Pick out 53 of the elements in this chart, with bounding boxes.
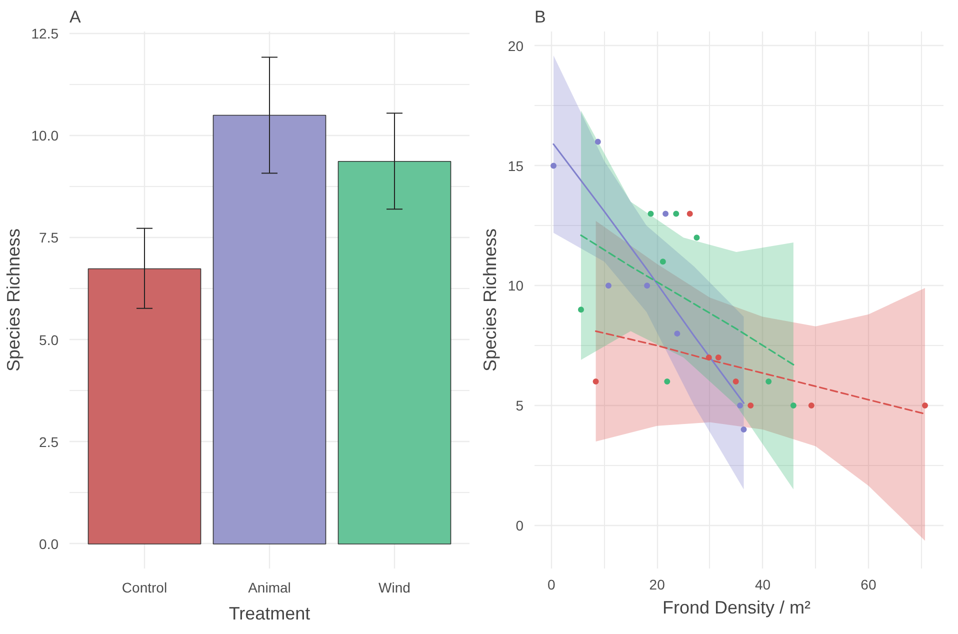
y-tick-label: 0.0 — [39, 536, 59, 552]
bar — [88, 268, 202, 544]
x-axis-title: Frond Density / m² — [662, 598, 811, 618]
point — [578, 306, 584, 313]
point — [748, 402, 754, 408]
y-tick-label: 0 — [516, 517, 524, 534]
y-axis-title: Species Richness — [3, 228, 24, 372]
point — [594, 138, 601, 145]
point — [673, 210, 680, 217]
point — [674, 330, 680, 337]
y-tick-label: 12.5 — [31, 26, 59, 42]
x-tick-label: Animal — [248, 580, 291, 596]
bar — [212, 114, 326, 544]
point — [922, 402, 928, 408]
chart-title: B — [534, 8, 546, 26]
x-tick-label: 0 — [548, 576, 556, 592]
point — [694, 234, 700, 241]
point — [790, 402, 796, 408]
y-axis-title: Species Richness — [480, 228, 500, 372]
y-tick-label: 10.0 — [31, 128, 59, 144]
x-axis-title: Treatment — [228, 604, 310, 624]
chart-title: A — [70, 8, 82, 26]
point — [740, 426, 747, 432]
x-tick-label: 20 — [649, 576, 666, 592]
point — [644, 282, 650, 289]
line-series — [580, 234, 794, 366]
x-tick-label: 60 — [860, 576, 876, 592]
x-tick-label: Wind — [378, 580, 410, 596]
point — [715, 354, 722, 361]
point — [686, 210, 693, 217]
point — [808, 402, 814, 408]
y-tick-label: 15 — [508, 158, 524, 174]
point — [732, 378, 739, 385]
point — [648, 210, 654, 217]
point — [605, 282, 612, 289]
y-tick-label: 5 — [516, 397, 524, 414]
point — [662, 210, 669, 217]
y-tick-label: 20 — [508, 38, 524, 54]
point — [766, 378, 772, 385]
point — [664, 378, 670, 385]
point — [550, 162, 557, 169]
point — [592, 378, 599, 385]
point — [660, 258, 666, 265]
point — [737, 402, 744, 408]
y-tick-label: 10 — [508, 278, 524, 294]
x-tick-label: Control — [122, 580, 168, 596]
y-tick-label: 2.5 — [39, 434, 59, 450]
bar — [338, 160, 452, 544]
x-tick-label: 40 — [754, 576, 771, 592]
point — [706, 354, 712, 361]
y-tick-label: 7.5 — [39, 230, 59, 246]
line-series — [594, 330, 926, 415]
y-tick-label: 5.0 — [39, 332, 59, 348]
